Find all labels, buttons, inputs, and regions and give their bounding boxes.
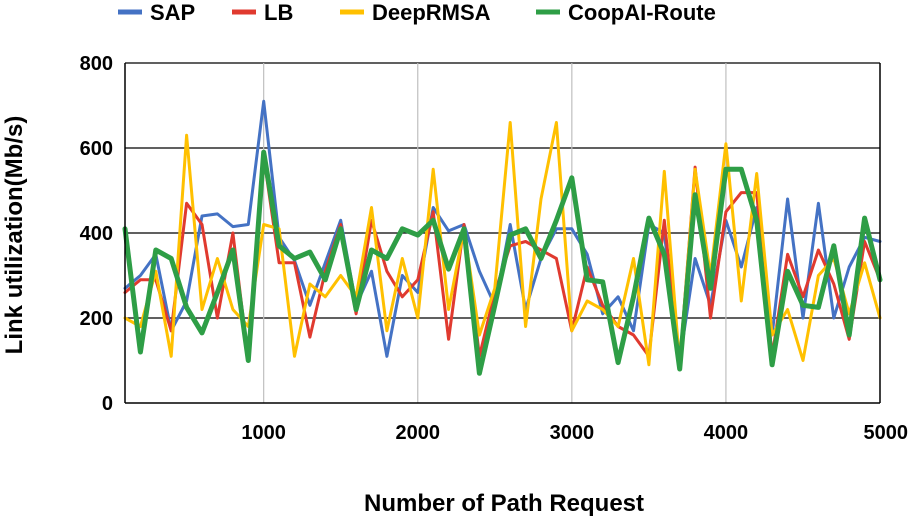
y-tick-label: 400	[80, 223, 113, 245]
y-tick-label: 0	[102, 393, 113, 415]
legend-label-coopai-route: CoopAI-Route	[568, 0, 716, 25]
series-line-coopai-route	[122, 149, 883, 376]
y-tick-labels: 0 200 400 600 800	[80, 53, 113, 415]
y-axis-title: Link utilization(Mb/s)	[1, 116, 28, 355]
x-tick-labels: 1000 2000 3000 4000 5000	[241, 422, 908, 444]
x-axis-title: Number of Path Request	[364, 490, 644, 517]
x-tick-label: 1000	[241, 422, 286, 444]
x-tick-label: 4000	[704, 422, 749, 444]
grid-lines	[125, 62, 880, 403]
y-tick-label: 200	[80, 308, 113, 330]
series-lines	[122, 99, 883, 376]
x-tick-label: 3000	[550, 422, 595, 444]
y-tick-label: 800	[80, 53, 113, 75]
legend-label-sap: SAP	[150, 0, 195, 25]
legend-label-lb: LB	[264, 0, 293, 25]
legend-label-deeprmsa: DeepRMSA	[372, 0, 491, 25]
axes	[124, 63, 881, 404]
y-tick-label: 600	[80, 138, 113, 160]
x-tick-label: 2000	[396, 422, 441, 444]
legend: SAP LB DeepRMSA CoopAI-Route	[118, 0, 716, 25]
x-tick-label: 5000	[864, 422, 909, 444]
